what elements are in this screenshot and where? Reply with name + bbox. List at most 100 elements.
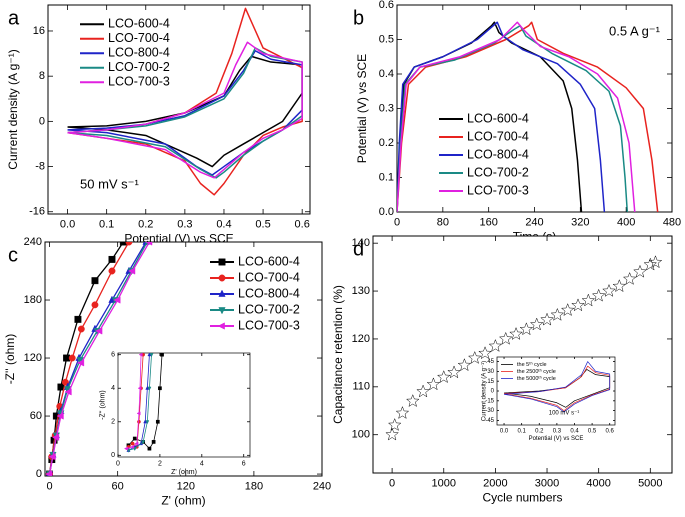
y-axis-label: Current density (A g⁻¹) (6, 49, 20, 169)
legend-label: LCO-700-4 (467, 129, 529, 143)
marker (436, 370, 451, 384)
legend-label: LCO-600-4 (467, 111, 529, 125)
x-tick-label: 3000 (535, 477, 559, 489)
x-tick-label: 0.6 (606, 428, 615, 434)
legend-label: LCO-600-4 (238, 254, 300, 268)
x-tick-label: 0.1 (99, 218, 114, 230)
y-tick-label: -45 (485, 418, 494, 424)
series-group (45, 242, 153, 476)
marker (61, 378, 69, 386)
y-axis-label: -Z'' (ohm) (99, 390, 106, 420)
annotation: 0.5 A g⁻¹ (609, 23, 661, 38)
marker (633, 264, 647, 278)
legend-label: LCO-700-3 (108, 75, 170, 89)
plot-frame (396, 4, 673, 213)
marker (160, 353, 164, 357)
x-tick-label: 320 (571, 216, 589, 228)
legend: LCO-600-4LCO-700-4LCO-800-4LCO-700-2LCO-… (80, 17, 170, 89)
y-tick-label: 16 (33, 25, 45, 37)
marker (130, 441, 135, 446)
marker (519, 322, 534, 336)
y-tick-label: 140 (352, 237, 370, 249)
y-tick-label: 8 (39, 70, 45, 82)
marker (149, 353, 154, 358)
panel-label: d (353, 238, 364, 260)
legend-label: LCO-700-2 (108, 60, 170, 74)
marker (447, 365, 461, 379)
plot-frame (47, 4, 311, 215)
legend-label: LCO-700-4 (238, 270, 300, 284)
x-tick-label: 0.0 (500, 428, 509, 434)
y-axis-label: Potential (V) vs SCE (355, 54, 369, 163)
x-tick-label: 0.5 (588, 428, 597, 434)
marker (137, 386, 142, 391)
y-tick-label: 0.2 (379, 137, 394, 149)
marker (155, 419, 160, 424)
y-tick-label: 180 (24, 294, 42, 306)
series-group (397, 21, 659, 212)
plot-frame (372, 235, 673, 474)
x-tick-label: 0 (46, 480, 52, 492)
marker (416, 384, 430, 398)
marker (108, 255, 116, 263)
y-tick-label: 240 (24, 236, 42, 248)
legend-marker (218, 258, 226, 266)
legend-label: the 5000ᵗʰ cycle (517, 375, 556, 382)
y-axis-label: Current density (A g⁻¹) (481, 361, 487, 421)
marker (51, 433, 60, 441)
marker (612, 279, 627, 293)
legend-label: LCO-800-4 (467, 147, 529, 161)
plot-frame (496, 356, 616, 426)
marker (48, 453, 56, 461)
x-tick-label: 240 (525, 216, 543, 228)
legend-marker (218, 274, 226, 282)
marker (498, 331, 513, 345)
marker (138, 353, 143, 357)
y-tick-label: 60 (30, 410, 42, 422)
x-tick-label: 180 (245, 480, 263, 492)
series-group (123, 353, 164, 453)
marker (457, 358, 472, 372)
marker (622, 271, 637, 285)
marker (602, 283, 616, 297)
x-axis-label: Cycle numbers (482, 491, 562, 505)
marker (91, 277, 99, 285)
marker (426, 377, 441, 391)
x-tick-label: 400 (617, 216, 635, 228)
x-tick-label: 0.4 (216, 218, 231, 230)
x-tick-label: 0.0 (60, 218, 75, 230)
legend-label: LCO-700-3 (467, 183, 529, 197)
x-tick-label: 4000 (586, 477, 610, 489)
legend-label: the 2500ᵗʰ cycle (517, 368, 556, 375)
legend-label: the 5ᵗʰ cycle (517, 361, 547, 368)
x-tick-label: 0.2 (138, 218, 153, 230)
marker (56, 412, 64, 420)
marker (76, 359, 85, 367)
marker (147, 386, 152, 391)
y-tick-label: 0.3 (379, 102, 394, 114)
y-tick-label: 0 (36, 468, 42, 480)
panel-label: c (8, 244, 18, 266)
legend-label: LCO-800-4 (108, 46, 170, 60)
marker (488, 338, 503, 352)
marker (132, 436, 137, 441)
inset-chart: 0 2 4 6 0 2 4 6 Z' (ohm) -Z'' (ohm) (99, 352, 251, 476)
data-line (397, 21, 606, 212)
data-line (397, 21, 636, 212)
x-axis-label: Z' (ohm) (171, 469, 197, 476)
x-tick-label: 1000 (432, 477, 456, 489)
y-tick-label: 4 (111, 385, 115, 392)
legend-label: LCO-800-4 (238, 286, 300, 300)
x-tick-label: 5000 (638, 477, 662, 489)
x-tick-label: 0.6 (295, 218, 310, 230)
y-tick-label: 0.0 (379, 206, 394, 218)
y-tick-label: 0.6 (379, 0, 394, 11)
marker (387, 417, 402, 431)
y-tick-label: 2 (111, 419, 115, 426)
x-tick-label: 0.1 (517, 428, 526, 434)
marker (151, 440, 156, 444)
annotation: 100 mV s⁻¹ (549, 411, 580, 417)
y-tick-label: -15 (485, 398, 494, 404)
marker (134, 441, 139, 446)
